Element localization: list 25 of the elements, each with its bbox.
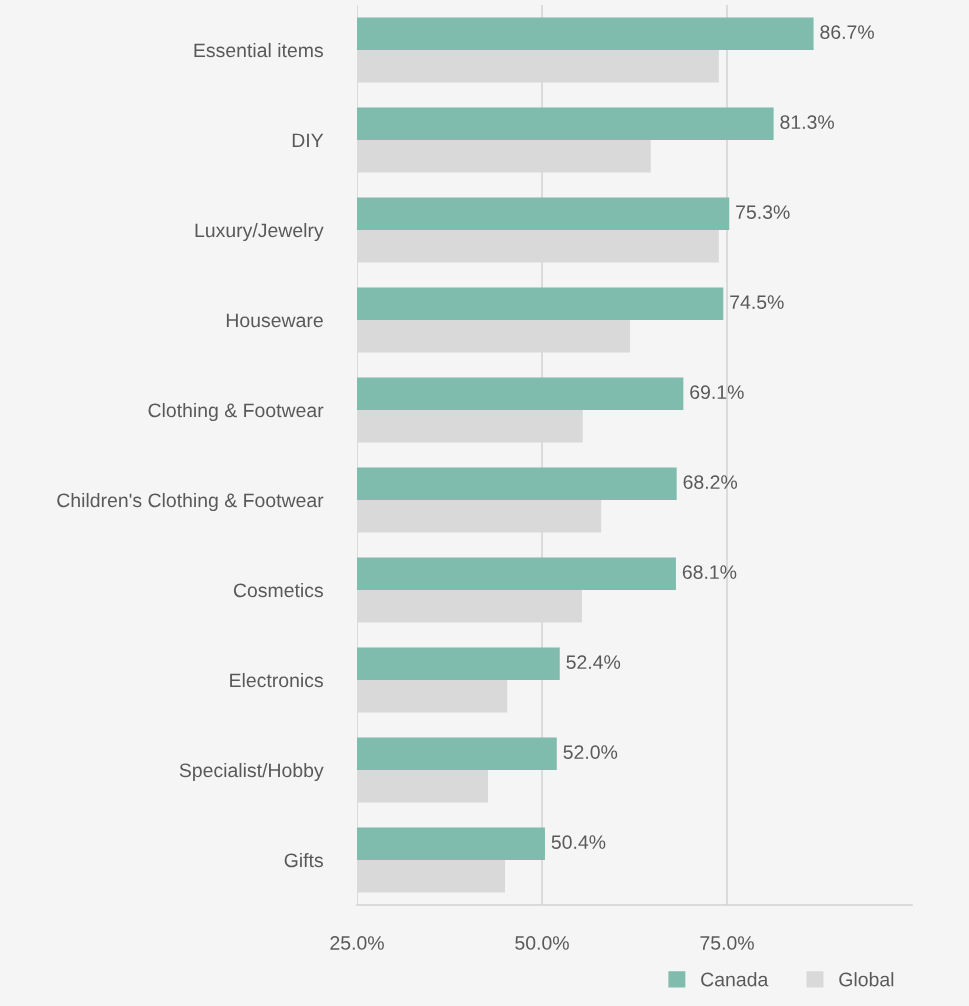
y-tick-label: Essential items	[194, 42, 323, 58]
y-tick-label: Houseware	[226, 313, 323, 328]
data-label: 86.7%	[820, 25, 874, 40]
x-tick-label: 75.0%	[700, 936, 754, 950]
y-tick-label: Luxury/Jewelry	[195, 222, 324, 242]
data-label: 52.4%	[566, 655, 621, 670]
data-label: 69.1%	[690, 385, 744, 400]
legend-label: Canada	[701, 972, 769, 987]
y-tick-label: DIY	[292, 133, 324, 148]
data-label: 75.3%	[736, 205, 790, 220]
data-label: 74.5%	[730, 295, 784, 310]
legend-label: Global	[839, 972, 894, 987]
y-tick-label: Electronics	[230, 672, 323, 688]
y-tick-label: Children's Clothing & Footwear	[57, 492, 324, 512]
y-tick-label: Specialist/Hobby	[179, 762, 324, 782]
x-tick-label: 25.0%	[330, 936, 384, 950]
data-label: 68.2%	[683, 475, 738, 490]
y-tick-label: Cosmetics	[233, 582, 323, 598]
data-label: 52.0%	[563, 745, 618, 760]
data-label: 50.4%	[551, 835, 606, 850]
data-label: 81.3%	[780, 115, 834, 130]
data-label: 68.1%	[682, 565, 737, 580]
y-tick-label: Gifts	[284, 852, 323, 868]
y-tick-label: Clothing & Footwear	[148, 402, 324, 422]
x-tick-label: 50.0%	[515, 936, 569, 950]
